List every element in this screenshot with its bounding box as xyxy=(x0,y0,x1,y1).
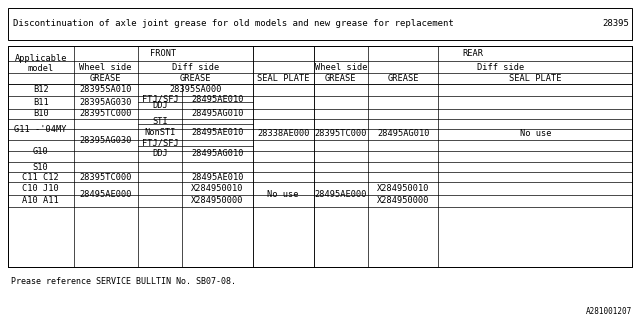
Text: B12: B12 xyxy=(33,85,49,94)
Text: 28395: 28395 xyxy=(602,20,629,28)
Text: X284950000: X284950000 xyxy=(377,196,429,205)
Text: GREASE: GREASE xyxy=(325,74,356,83)
Text: 28495AE010: 28495AE010 xyxy=(191,128,244,137)
Bar xyxy=(8,46,632,267)
Text: C11 C12: C11 C12 xyxy=(22,173,59,182)
Text: 28495AE010: 28495AE010 xyxy=(191,95,244,104)
Text: B11: B11 xyxy=(33,98,49,107)
Text: X284950000: X284950000 xyxy=(191,196,244,205)
Text: DDJ: DDJ xyxy=(152,149,168,158)
Text: GREASE: GREASE xyxy=(387,74,419,83)
Text: 28395AG030: 28395AG030 xyxy=(79,136,132,145)
Text: 28395AG030: 28395AG030 xyxy=(79,98,132,107)
Text: 28395TC000: 28395TC000 xyxy=(314,129,367,138)
Text: 28395TC000: 28395TC000 xyxy=(79,109,132,118)
Text: FTJ/SFJ: FTJ/SFJ xyxy=(141,95,179,104)
Text: Discontinuation of axle joint grease for old models and new grease for replaceme: Discontinuation of axle joint grease for… xyxy=(13,20,454,28)
Text: FTJ/SFJ: FTJ/SFJ xyxy=(141,138,179,148)
Text: Wheel side: Wheel side xyxy=(314,63,367,72)
Text: SEAL PLATE: SEAL PLATE xyxy=(509,74,562,83)
Text: No use: No use xyxy=(520,129,551,138)
Text: No use: No use xyxy=(268,190,299,199)
Text: S10: S10 xyxy=(33,163,49,172)
Text: 28495AG010: 28495AG010 xyxy=(377,129,429,138)
Text: X284950010: X284950010 xyxy=(377,184,429,193)
Text: 28395SA000: 28395SA000 xyxy=(169,85,221,94)
Text: B10: B10 xyxy=(33,109,49,118)
Text: Diff side: Diff side xyxy=(477,63,524,72)
Text: A281001207: A281001207 xyxy=(586,308,632,316)
Text: A10 A11: A10 A11 xyxy=(22,196,59,205)
Text: STI: STI xyxy=(152,117,168,126)
Text: Applicable: Applicable xyxy=(14,53,67,63)
Text: 28395SA010: 28395SA010 xyxy=(79,85,132,94)
Text: Wheel side: Wheel side xyxy=(79,63,132,72)
Text: 28338AE000: 28338AE000 xyxy=(257,129,310,138)
Text: X284950010: X284950010 xyxy=(191,184,244,193)
Text: NonSTI: NonSTI xyxy=(144,128,176,137)
Text: C10 J10: C10 J10 xyxy=(22,184,59,193)
Text: Diff side: Diff side xyxy=(172,63,219,72)
Text: 28495AE000: 28495AE000 xyxy=(79,190,132,199)
Text: GREASE: GREASE xyxy=(90,74,122,83)
Text: 28495AG010: 28495AG010 xyxy=(191,109,244,118)
Text: model: model xyxy=(28,64,54,74)
Text: Prease reference SERVICE BULLTIN No. SB07-08.: Prease reference SERVICE BULLTIN No. SB0… xyxy=(11,277,236,286)
Text: 28495AE010: 28495AE010 xyxy=(191,173,244,182)
Text: G11 -'04MY: G11 -'04MY xyxy=(14,125,67,134)
Text: SEAL PLATE: SEAL PLATE xyxy=(257,74,310,83)
Text: DDJ: DDJ xyxy=(152,101,168,110)
Bar xyxy=(8,8,632,40)
Text: 28395TC000: 28395TC000 xyxy=(79,173,132,182)
Text: GREASE: GREASE xyxy=(179,74,211,83)
Text: FRONT: FRONT xyxy=(150,49,177,59)
Text: G10: G10 xyxy=(33,147,49,156)
Text: 28495AG010: 28495AG010 xyxy=(191,149,244,158)
Text: REAR: REAR xyxy=(463,49,483,59)
Text: 28495AE000: 28495AE000 xyxy=(314,190,367,199)
